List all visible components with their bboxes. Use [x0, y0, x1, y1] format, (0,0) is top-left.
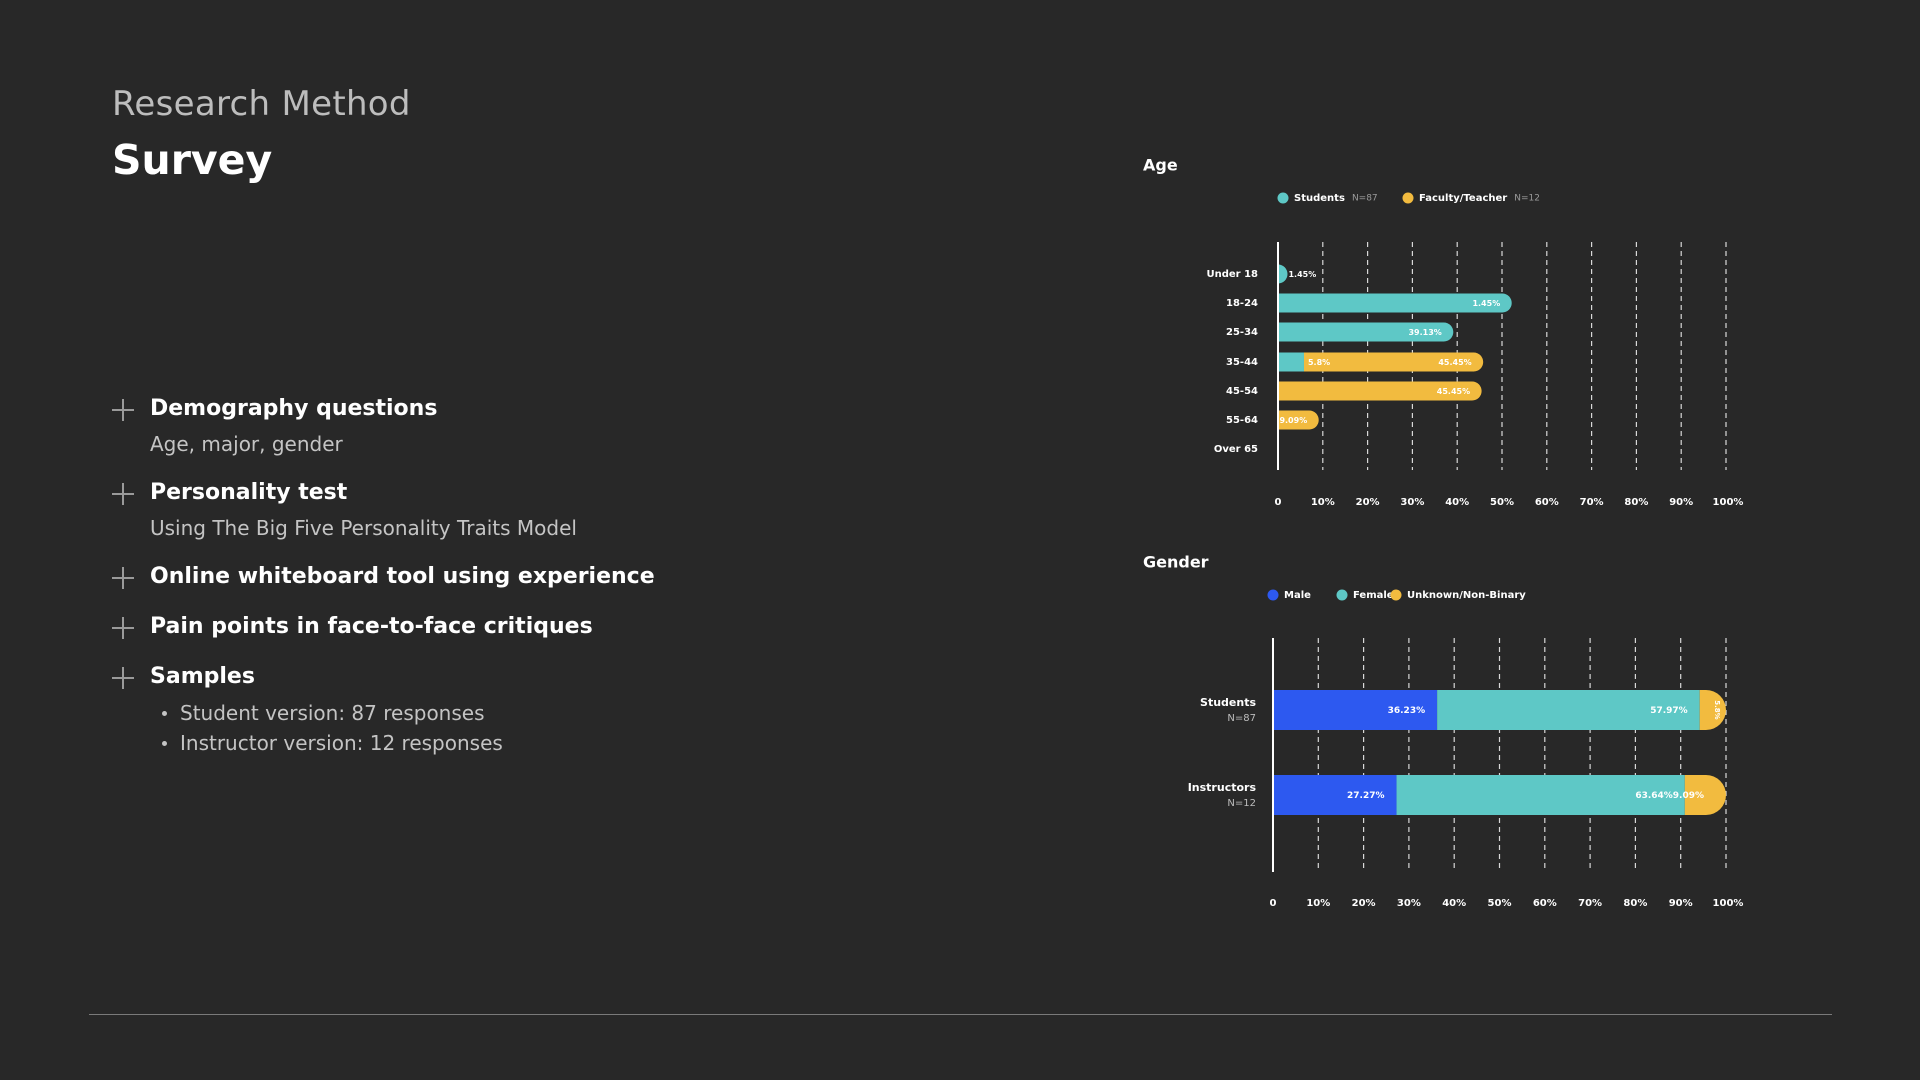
- question-subtitle: Using The Big Five Personality Traits Mo…: [150, 516, 577, 540]
- gender-bar-segment: [1437, 690, 1700, 730]
- age-bar-segment: [1278, 322, 1454, 342]
- question-title: Online whiteboard tool using experience: [150, 564, 655, 589]
- footer-divider: [89, 1014, 1832, 1015]
- gender-legend-swatch: [1267, 589, 1279, 601]
- age-x-tick-label: 30%: [1400, 497, 1424, 508]
- age-legend-swatch: [1277, 192, 1289, 204]
- age-data-label: 9.09%: [1279, 416, 1307, 425]
- gender-chart-title: Gender: [1143, 553, 1209, 572]
- plus-icon: [112, 567, 134, 589]
- age-data-label: 45.45%: [1437, 387, 1470, 396]
- age-legend-label: Students: [1294, 193, 1345, 204]
- question-item-samples: Samples Student version: 87 responses In…: [112, 662, 872, 758]
- age-x-tick-label: 50%: [1490, 497, 1514, 508]
- gender-x-tick-label: 80%: [1623, 898, 1647, 909]
- age-data-label: 39.13%: [1408, 328, 1441, 337]
- bullet-item: Instructor version: 12 responses: [150, 728, 872, 758]
- gender-legend-swatch: [1390, 589, 1402, 601]
- age-bar-segment: [1278, 410, 1319, 430]
- age-x-tick-label: 10%: [1311, 497, 1335, 508]
- gender-legend-label: Male: [1284, 590, 1311, 601]
- gender-data-label: 9.09%: [1673, 791, 1704, 801]
- age-category-label: Under 18: [1206, 269, 1258, 280]
- age-bar-segment: [1278, 381, 1482, 401]
- age-data-label: 1.45%: [1472, 299, 1500, 308]
- age-x-tick-label: 100%: [1713, 497, 1744, 508]
- question-title: Demography questions: [150, 396, 438, 421]
- age-category-label: 18-24: [1226, 298, 1258, 309]
- question-title: Samples: [150, 664, 255, 689]
- plus-icon: [112, 483, 134, 505]
- gender-x-tick-label: 90%: [1669, 898, 1693, 909]
- gender-category-label: Instructors: [1188, 781, 1257, 794]
- gender-x-tick-label: 70%: [1578, 898, 1602, 909]
- age-bar-segment: [1278, 352, 1304, 372]
- gender-x-tick-label: 30%: [1397, 898, 1421, 909]
- section-eyebrow: Research Method: [112, 84, 411, 124]
- gender-x-tick-label: 10%: [1306, 898, 1330, 909]
- gender-bar-segment: [1273, 690, 1438, 730]
- gender-legend-label: Unknown/Non-Binary: [1407, 590, 1526, 601]
- age-legend-note: N=12: [1514, 194, 1540, 204]
- age-category-label: 45-54: [1226, 386, 1258, 397]
- question-item-personality: Personality test Using The Big Five Pers…: [112, 478, 872, 542]
- question-item-demography: Demography questions Age, major, gender: [112, 394, 872, 458]
- question-title: Personality test: [150, 480, 348, 505]
- gender-bar-segment: [1273, 775, 1397, 815]
- question-item-whiteboard: Online whiteboard tool using experience: [112, 562, 872, 592]
- age-legend-note: N=87: [1352, 194, 1378, 204]
- age-x-tick-label: 80%: [1624, 497, 1648, 508]
- gender-data-label: 63.64%: [1635, 791, 1673, 801]
- age-data-label: 45.45%: [1438, 358, 1471, 367]
- age-x-tick-label: 40%: [1445, 497, 1469, 508]
- plus-icon: [112, 667, 134, 689]
- bullet-item: Student version: 87 responses: [150, 698, 872, 728]
- plus-icon: [112, 399, 134, 421]
- gender-x-tick-label: 100%: [1713, 898, 1744, 909]
- age-x-tick-label: 70%: [1580, 497, 1604, 508]
- gender-category-note: N=87: [1227, 713, 1256, 724]
- page-title: Survey: [112, 136, 273, 184]
- question-title: Pain points in face-to-face critiques: [150, 614, 593, 639]
- question-subtitle: Age, major, gender: [150, 432, 343, 456]
- gender-data-label: 57.97%: [1650, 706, 1688, 716]
- age-legend-label: Faculty/Teacher: [1419, 193, 1507, 204]
- age-bar-segment: [1278, 264, 1288, 284]
- survey-question-list: Demography questions Age, major, gender …: [112, 394, 872, 778]
- gender-x-tick-label: 20%: [1352, 898, 1376, 909]
- gender-category-label: Students: [1200, 696, 1256, 709]
- samples-bullet-list: Student version: 87 responses Instructor…: [150, 698, 872, 758]
- age-x-tick-label: 20%: [1356, 497, 1380, 508]
- age-category-label: 25-34: [1226, 327, 1258, 338]
- gender-legend-label: Female: [1353, 590, 1394, 601]
- age-chart-title: Age: [1143, 156, 1178, 175]
- age-category-label: Over 65: [1214, 444, 1258, 455]
- gender-bar-segment: [1699, 690, 1726, 730]
- gender-bar-segment: [1396, 775, 1685, 815]
- question-item-pain-points: Pain points in face-to-face critiques: [112, 612, 872, 642]
- gender-data-label: 27.27%: [1347, 791, 1385, 801]
- age-category-label: 35-44: [1226, 357, 1258, 368]
- age-data-label: 5.8%: [1308, 358, 1330, 367]
- gender-category-note: N=12: [1227, 798, 1256, 809]
- gender-bar-segment: [1684, 775, 1726, 815]
- age-x-tick-label: 90%: [1669, 497, 1693, 508]
- age-bar-segment: [1303, 352, 1484, 372]
- gender-data-label: 5.8%: [1713, 700, 1721, 719]
- plus-icon: [112, 617, 134, 639]
- gender-data-label: 36.23%: [1388, 706, 1426, 716]
- gender-x-tick-label: 60%: [1533, 898, 1557, 909]
- age-category-label: 55-64: [1226, 415, 1258, 426]
- age-data-label: 1.45%: [1288, 270, 1316, 279]
- gender-x-tick-label: 0: [1270, 898, 1277, 909]
- age-x-tick-label: 60%: [1535, 497, 1559, 508]
- gender-x-tick-label: 40%: [1442, 898, 1466, 909]
- gender-legend-swatch: [1336, 589, 1348, 601]
- gender-x-tick-label: 50%: [1488, 898, 1512, 909]
- age-legend-swatch: [1402, 192, 1414, 204]
- age-bar-segment: [1278, 293, 1512, 313]
- age-x-tick-label: 0: [1275, 497, 1282, 508]
